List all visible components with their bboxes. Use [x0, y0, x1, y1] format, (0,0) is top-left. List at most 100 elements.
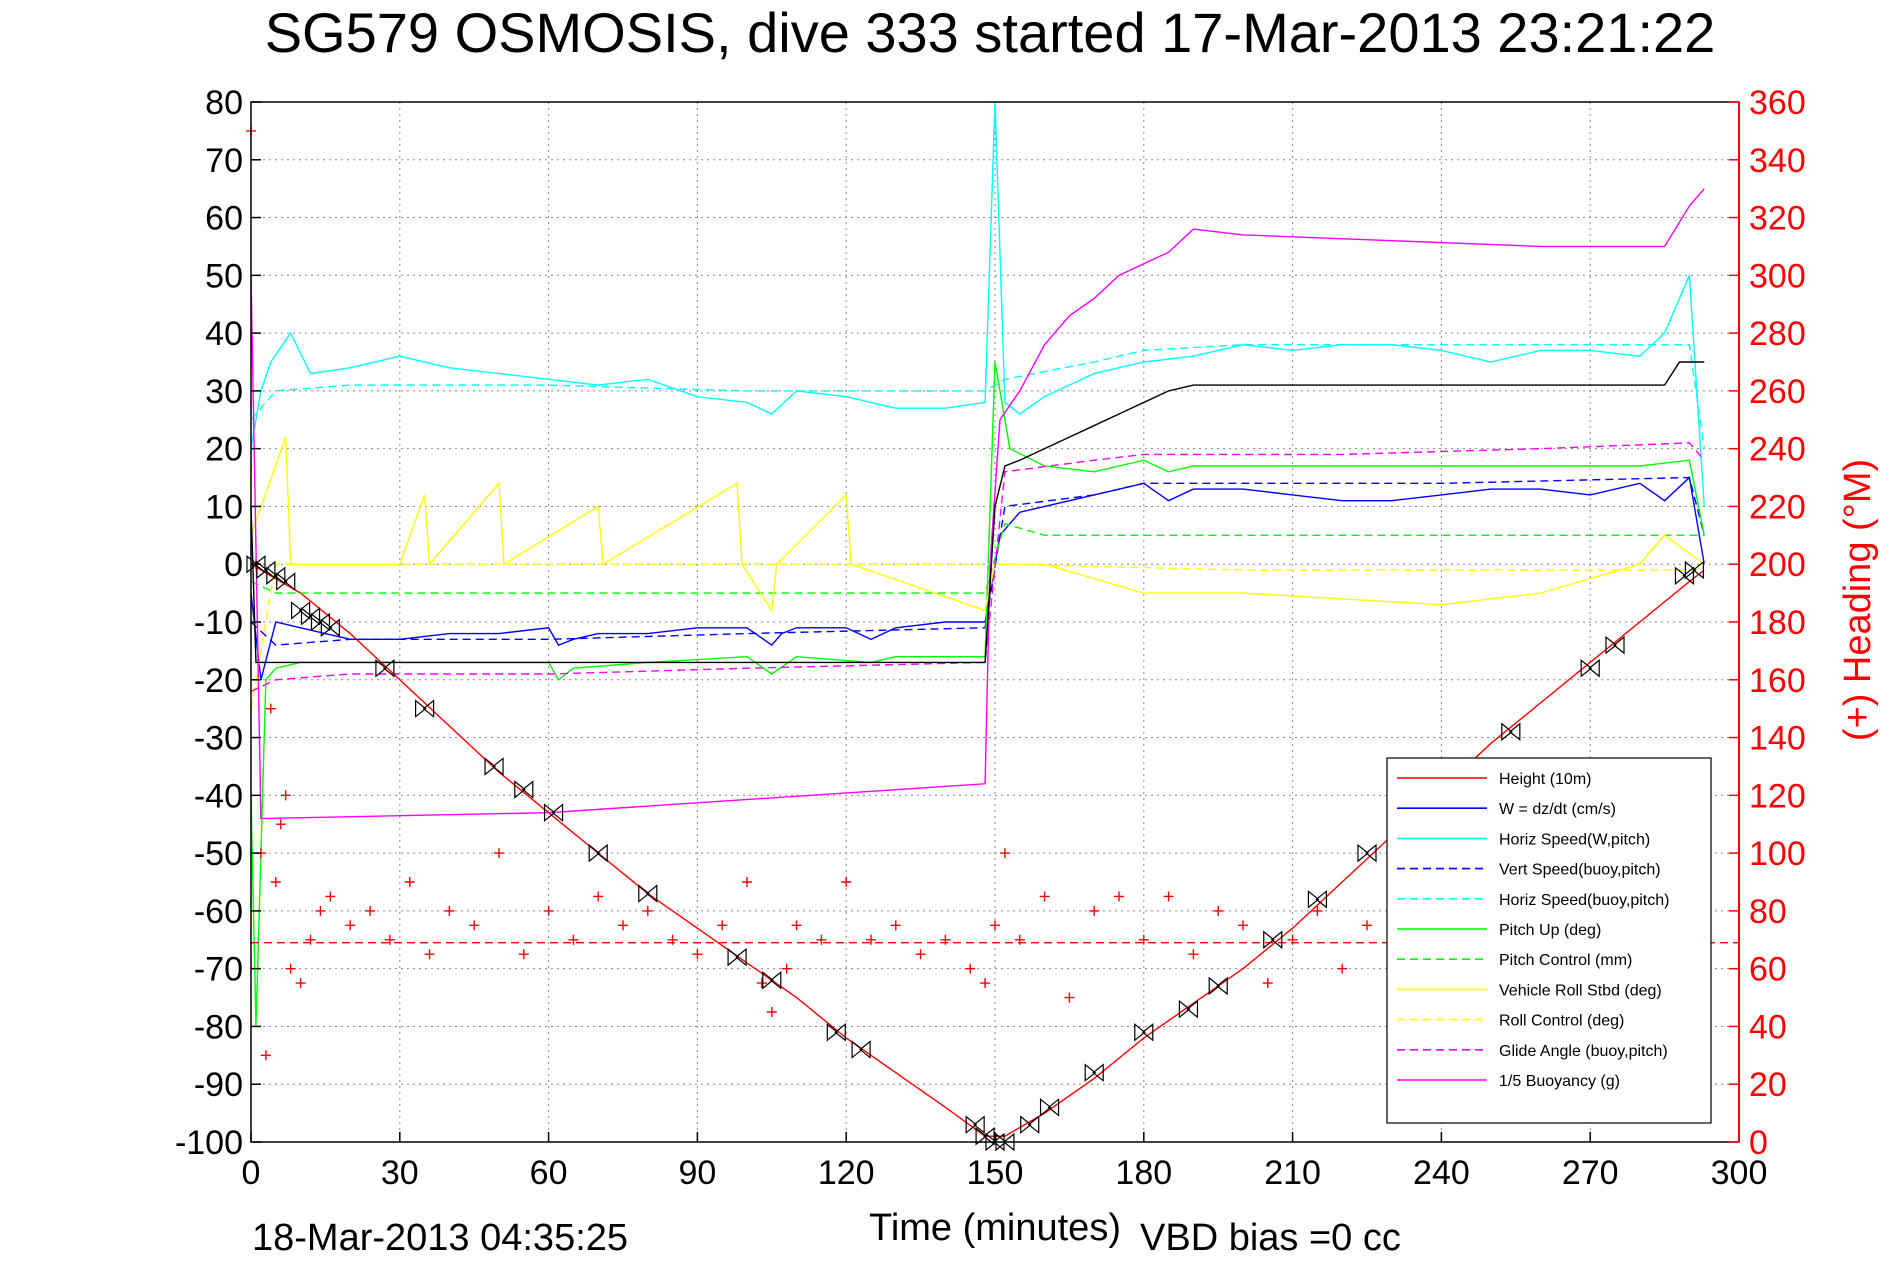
- x-tick-label: 0: [242, 1154, 261, 1192]
- heading-point: [1213, 905, 1224, 916]
- heading-point: [999, 848, 1010, 859]
- left-tick-label: 60: [205, 200, 243, 238]
- heading-point: [518, 949, 529, 960]
- heading-point: [543, 905, 554, 916]
- heading-point: [841, 877, 852, 887]
- right-tick-label: 160: [1749, 662, 1806, 700]
- dive-marker: [291, 601, 311, 620]
- heading-point: [667, 934, 678, 945]
- series-line: [250, 522, 1705, 594]
- dive-marker: [1674, 566, 1695, 586]
- right-tick-label: 80: [1749, 893, 1787, 931]
- heading-point: [305, 934, 316, 945]
- right-tick-label: 340: [1749, 142, 1806, 180]
- series-layer: [250, 101, 1739, 1137]
- left-tick-label: -50: [194, 835, 243, 873]
- left-tick-label: 70: [205, 142, 243, 180]
- left-tick-label: -10: [194, 604, 243, 642]
- dive-marker: [975, 1126, 995, 1146]
- heading-point: [365, 905, 376, 916]
- left-tick-label: 40: [205, 315, 243, 353]
- heading-point: [866, 934, 876, 945]
- x-tick-label: 30: [381, 1154, 419, 1192]
- footer-vbd-bias: VBD bias =0 cc: [1140, 1217, 1401, 1259]
- heading-point: [315, 905, 326, 916]
- heading-point: [618, 920, 628, 931]
- x-tick-label: 240: [1413, 1154, 1470, 1192]
- footer-timestamp: 18-Mar-2013 04:35:25: [252, 1217, 628, 1259]
- right-axis-label: (+) Heading (°M): [1837, 459, 1879, 741]
- dive-marker: [276, 572, 296, 591]
- dive-marker: [484, 757, 504, 776]
- right-tick-label: 40: [1749, 1008, 1787, 1046]
- left-tick-label: -70: [194, 951, 243, 989]
- heading-point: [270, 877, 281, 887]
- chart-title: SG579 OSMOSIS, dive 333 started 17-Mar-2…: [265, 1, 1716, 64]
- series-line: [250, 436, 1705, 613]
- heading-point: [1262, 978, 1273, 989]
- heading-point: [965, 963, 976, 974]
- x-tick-label: 300: [1711, 1154, 1768, 1192]
- dive-marker: [1020, 1115, 1040, 1134]
- x-axis-ticks: 0 30 60 90 120 150 180 210 240 270 300: [242, 1132, 1768, 1192]
- left-axis-ticks: 80 70 60 50 40 30 20 10 0 -10 -20 -30 -40 -50 -60 -70 -8…: [175, 84, 261, 1162]
- series-line: [250, 101, 1705, 507]
- right-tick-label: 240: [1749, 431, 1806, 469]
- heading-point: [940, 934, 951, 945]
- x-tick-label: 210: [1264, 1154, 1321, 1192]
- dive-marker: [1684, 560, 1704, 580]
- legend-label: Horiz Speed(buoy,pitch): [1499, 892, 1669, 909]
- heading-point: [1312, 905, 1323, 916]
- dive-marker: [310, 612, 331, 632]
- left-tick-label: -90: [194, 1066, 243, 1104]
- right-tick-label: 220: [1749, 488, 1806, 526]
- dive-marker: [266, 566, 286, 586]
- legend-box: [1386, 757, 1712, 1124]
- right-tick-label: 300: [1749, 257, 1806, 295]
- heading-point: [1138, 934, 1149, 945]
- legend-label: Glide Angle (buoy,pitch): [1499, 1043, 1668, 1060]
- legend-label: Vehicle Roll Stbd (deg): [1499, 982, 1662, 999]
- heading-point: [1014, 934, 1025, 945]
- right-tick-label: 320: [1749, 200, 1806, 238]
- heading-point: [1188, 949, 1199, 960]
- legend-label: Vert Speed(buoy,pitch): [1499, 862, 1661, 879]
- left-tick-label: 50: [205, 257, 243, 295]
- legend-label: W = dz/dt (cm/s): [1499, 801, 1616, 818]
- x-tick-label: 60: [530, 1154, 568, 1192]
- heading-point: [424, 949, 435, 960]
- heading-point: [1114, 891, 1124, 902]
- dive-marker: [588, 843, 608, 863]
- left-tick-label: 0: [224, 546, 243, 584]
- series-line: [250, 361, 1705, 664]
- series-line: [250, 476, 1705, 680]
- dive-marker: [246, 554, 266, 574]
- heading-point: [1163, 891, 1174, 902]
- left-tick-label: 10: [205, 488, 243, 526]
- right-tick-label: 200: [1749, 546, 1806, 584]
- heading-point: [980, 978, 991, 989]
- dive-marker: [1580, 658, 1600, 678]
- x-tick-label: 90: [678, 1154, 716, 1192]
- right-tick-label: 180: [1749, 604, 1806, 642]
- left-tick-label: -60: [194, 893, 243, 931]
- heading-point: [593, 891, 604, 902]
- heading-point: [275, 819, 286, 830]
- heading-point: [1238, 920, 1248, 931]
- dive-marker: [1134, 1022, 1154, 1042]
- dive-marker: [300, 606, 321, 626]
- right-tick-label: 100: [1749, 835, 1806, 873]
- left-tick-label: 80: [205, 84, 243, 122]
- heading-point: [1362, 920, 1372, 931]
- right-tick-label: 360: [1749, 84, 1806, 122]
- x-axis-label: Time (minutes): [869, 1207, 1121, 1249]
- dive-marker: [638, 884, 658, 903]
- heading-point: [742, 877, 752, 887]
- series-line: [250, 442, 1705, 692]
- heading-point: [1089, 905, 1100, 916]
- heading-point: [1287, 934, 1298, 945]
- heading-point: [325, 891, 336, 902]
- heading-point: [494, 848, 504, 859]
- dive-marker: [965, 1115, 985, 1134]
- heading-points: [246, 125, 1397, 1061]
